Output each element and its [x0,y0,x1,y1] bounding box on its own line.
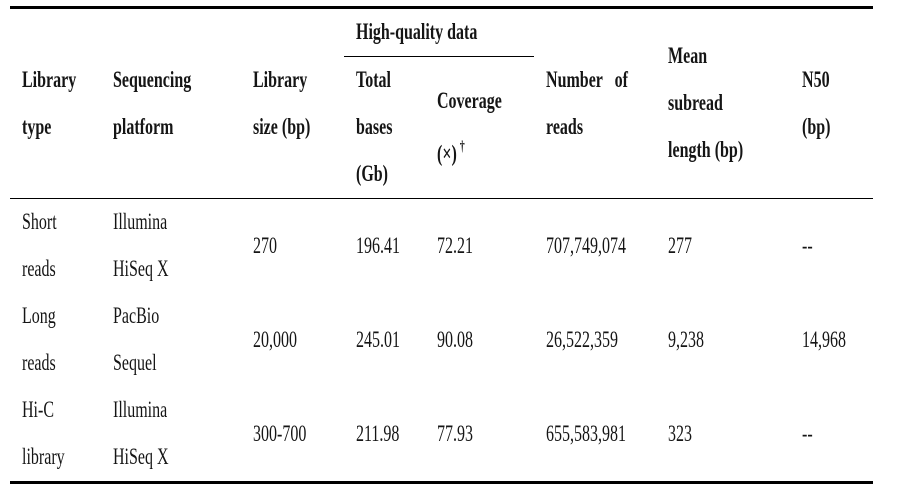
cell-n50: 14,968 [790,293,873,387]
header-line: Mean [668,44,708,69]
header-line: bases [356,115,393,140]
col-header-library-size: Library size (bp) [241,8,344,199]
cell-line: 77.93 [437,421,473,447]
cell-line: 270 [253,233,277,259]
header-line: High-quality data [356,20,478,45]
cell-mean-subread-length: 9,238 [656,293,790,387]
cell-total-bases: 211.98 [344,387,425,483]
dagger-footnote-marker: † [459,139,465,156]
cell-library-size: 270 [241,199,344,294]
col-header-total-bases: Total bases (Gb) [344,57,425,199]
cell-number-of-reads: 707,749,074 [534,199,656,294]
cell-line: 245.01 [356,327,400,353]
cell-line: 196.41 [356,233,400,259]
cell-library-type: Short reads [10,199,101,294]
cell-line: Long [22,304,56,329]
cell-number-of-reads: 655,583,981 [534,387,656,483]
cell-line: 300-700 [253,421,307,447]
cell-line: 9,238 [668,327,705,353]
cell-sequencing-platform: PacBio Sequel [101,293,241,387]
cell-line: 655,583,981 [546,421,627,447]
cell-mean-subread-length: 323 [656,387,790,483]
cell-coverage: 72.21 [425,199,534,294]
table-row-long-reads: Long reads PacBio Sequel 20,000 245.01 9… [10,293,873,387]
header-line: Total [356,68,391,93]
header-line: Library [22,67,77,93]
table-row-hic-library: Hi-C library Illumina HiSeq X 300-700 21… [10,387,873,483]
header-line: reads [546,114,584,140]
table-row-short-reads: Short reads Illumina HiSeq X 270 196.41 … [10,199,873,294]
cell-line: -- [802,421,813,447]
cell-line: 14,968 [802,327,847,353]
header-row-spanner: Library type Sequencing platform Library… [10,7,873,163]
cell-line: library [22,445,65,470]
cell-line: 211.98 [356,421,400,447]
cell-line: HiSeq X [113,257,169,282]
header-line: (bp) [802,114,831,140]
col-header-coverage: Coverage (×) † [425,57,534,199]
cell-line: Hi-C [22,398,54,423]
cell-sequencing-platform: Illumina HiSeq X [101,387,241,483]
header-line: Number of [546,67,628,93]
cell-library-size: 300-700 [241,387,344,483]
cell-library-type: Long reads [10,293,101,387]
header-line: subread [668,91,723,116]
cell-sequencing-platform: Illumina HiSeq X [101,199,241,294]
header-line: Library [253,67,308,93]
cell-library-type: Hi-C library [10,387,101,483]
cell-total-bases: 245.01 [344,293,425,387]
cell-n50: -- [790,199,873,294]
col-header-sequencing-platform: Sequencing platform [101,8,241,199]
header-line: Coverage [437,89,502,114]
col-header-n50: N50 (bp) [790,8,873,199]
header-line: type [22,114,52,140]
coverage-unit: (×) [437,142,457,167]
header-line: platform [113,114,174,140]
col-header-mean-subread-length: Mean subread length (bp) [656,8,790,199]
cell-n50: -- [790,387,873,483]
cell-coverage: 77.93 [425,387,534,483]
cell-line: 26,522,359 [546,327,619,353]
cell-line: Sequel [113,351,157,376]
header-row-sub: Total bases (Gb) Coverage (×) † [10,57,873,199]
header-line: length (bp) [668,138,744,163]
sequencing-data-table: Library type Sequencing platform Library… [10,6,874,484]
col-group-header-high-quality-data: High-quality data [344,7,535,57]
header-line: (×) † [437,113,534,188]
cell-line: Illumina [113,210,168,235]
cell-line: -- [802,233,813,259]
cell-coverage: 90.08 [425,293,534,387]
cell-library-size: 20,000 [241,293,344,387]
header-line: N50 [802,67,830,93]
cell-line: 277 [668,233,693,259]
table-header: Library type Sequencing platform Library… [10,7,874,199]
cell-line: 323 [668,421,693,447]
cell-line: 90.08 [437,327,473,353]
table-body: Short reads Illumina HiSeq X 270 196.41 … [10,199,873,483]
header-line: (Gb) [356,162,388,187]
cell-total-bases: 196.41 [344,199,425,294]
cell-line: reads [22,351,56,376]
header-line: Sequencing [113,67,192,93]
cell-line: reads [22,257,56,282]
cell-line: PacBio [113,304,160,329]
header-line: size (bp) [253,114,311,140]
cell-line: 707,749,074 [546,233,627,259]
cell-mean-subread-length: 277 [656,199,790,294]
cell-line: HiSeq X [113,445,169,470]
cell-line: Illumina [113,398,168,423]
cell-line: 72.21 [437,233,473,259]
cell-line: Short [22,210,57,235]
col-header-number-of-reads: Number of reads [534,8,656,199]
cell-line: 20,000 [253,327,297,353]
cell-number-of-reads: 26,522,359 [534,293,656,387]
col-header-library-type: Library type [10,8,101,199]
